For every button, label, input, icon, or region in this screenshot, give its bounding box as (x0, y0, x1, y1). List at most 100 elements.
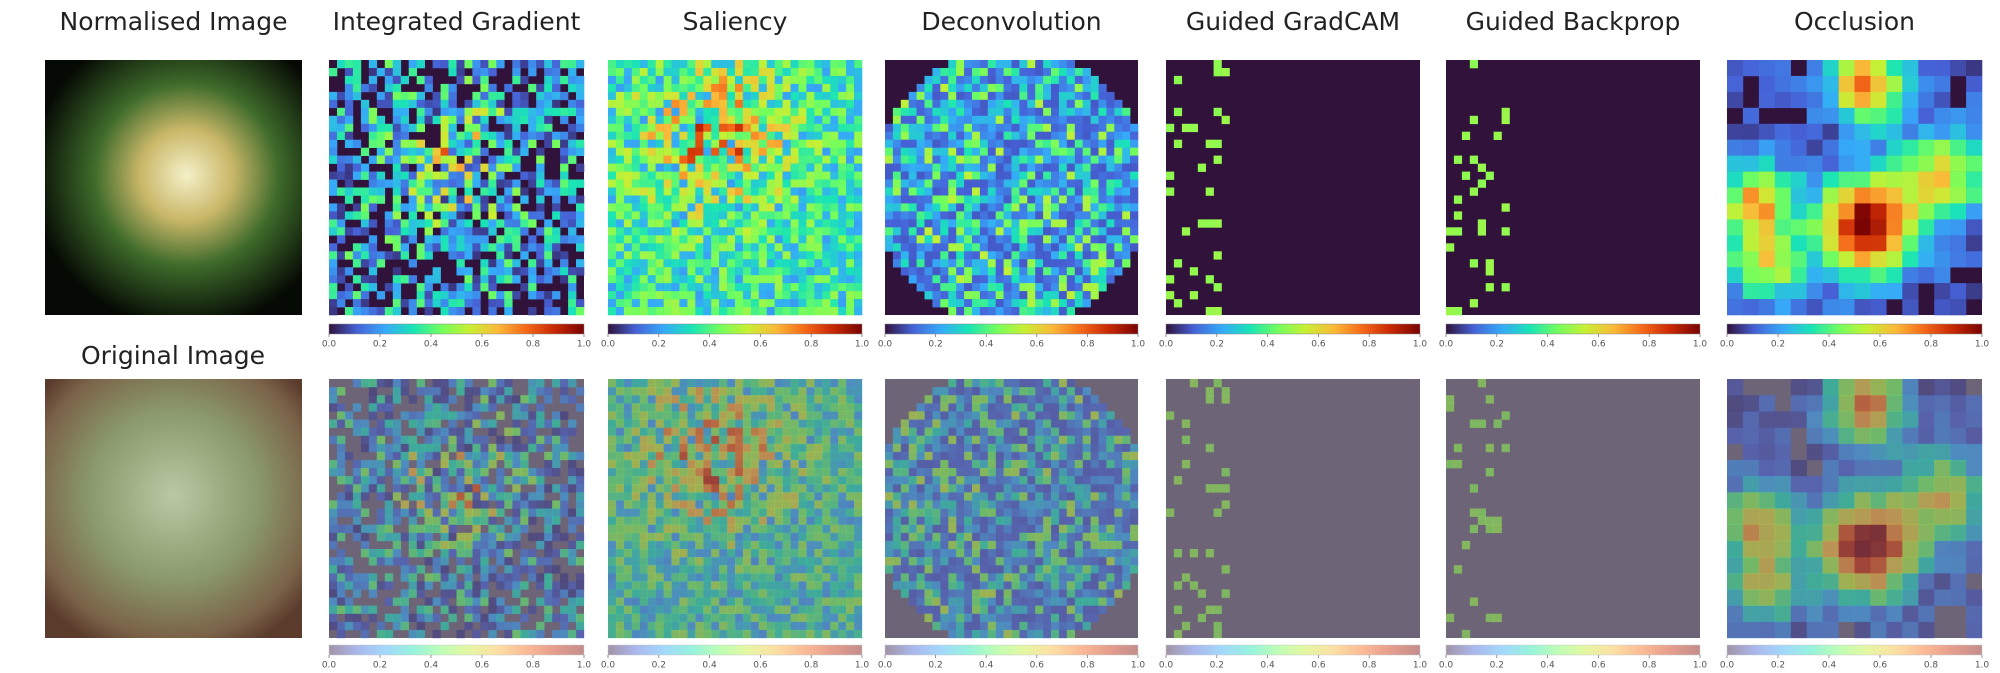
heatmap-cell (456, 629, 465, 639)
heatmap-cell (758, 411, 767, 420)
heatmap-cell (892, 524, 902, 534)
heatmap-cell (608, 99, 617, 109)
heatmap-cell (456, 435, 465, 445)
heatmap-cell (496, 557, 505, 566)
heatmap-cell (671, 557, 680, 566)
heatmap-cell (400, 459, 409, 469)
heatmap-cell (711, 395, 720, 404)
heatmap-cell (1838, 203, 1855, 220)
heatmap-cell (972, 283, 981, 292)
heatmap-cell (1758, 219, 1776, 236)
heatmap-cell (838, 532, 847, 542)
heatmap-cell (790, 75, 799, 85)
heatmap-cell (924, 83, 933, 93)
heatmap-cell (655, 123, 664, 133)
heatmap-cell (703, 500, 712, 509)
heatmap-cell (1918, 155, 1935, 172)
heatmap-cell (1950, 171, 1967, 188)
heatmap-cell (735, 468, 744, 477)
heatmap-cell (679, 484, 688, 493)
heatmap-cell (432, 291, 441, 300)
heatmap-cell (432, 187, 441, 196)
heatmap-cell (735, 403, 744, 412)
heatmap-cell (727, 629, 736, 639)
heatmap-cell (528, 557, 537, 566)
heatmap-cell (711, 139, 720, 148)
heatmap-cell (655, 211, 664, 220)
heatmap-cell (329, 243, 338, 252)
heatmap-cell (456, 60, 465, 69)
heatmap-cell (908, 163, 917, 172)
heatmap-cell (703, 107, 712, 117)
heatmap-cell (742, 68, 752, 77)
heatmap-cell (679, 155, 688, 164)
heatmap-cell (1918, 203, 1935, 220)
heatmap-cell (671, 227, 680, 236)
heatmap-cell (544, 468, 553, 477)
heatmap-cell (806, 91, 815, 101)
heatmap-cell (368, 411, 378, 420)
heatmap-cell (679, 419, 688, 428)
heatmap-cell (1011, 139, 1020, 148)
heatmap-cell (703, 211, 712, 220)
heatmap-cell (1090, 123, 1099, 133)
heatmap-cell (432, 171, 441, 180)
heatmap-cell (456, 291, 465, 300)
heatmap-cell (774, 395, 783, 404)
heatmap-cell (798, 131, 807, 140)
heatmap-cell (1035, 75, 1044, 85)
heatmap-cell (750, 163, 760, 172)
heatmap-cell (727, 187, 736, 196)
heatmap-cell (360, 107, 370, 117)
heatmap-cell (940, 275, 949, 284)
heatmap-cell (329, 403, 338, 412)
heatmap-cell (647, 211, 656, 220)
heatmap-cell (400, 621, 409, 631)
heatmap-cell (1074, 131, 1083, 140)
heatmap-cell (448, 540, 457, 550)
heatmap-cell (766, 203, 775, 212)
heatmap-cell (995, 291, 1004, 300)
heatmap-cell (631, 131, 640, 140)
heatmap-cell (536, 155, 545, 164)
heatmap-cell (766, 395, 775, 404)
heatmap-cell (1122, 219, 1131, 228)
heatmap-cell (440, 60, 449, 69)
heatmap-cell (1019, 307, 1028, 316)
heatmap-cell (464, 435, 473, 445)
heatmap-cell (687, 459, 696, 469)
heatmap-cell (727, 581, 736, 590)
heatmap-cell (838, 427, 847, 436)
heatmap-cell (1082, 83, 1091, 93)
heatmap-cell (424, 492, 433, 501)
heatmap-cell (846, 565, 855, 574)
heatmap-cell (979, 91, 989, 101)
heatmap-cell (480, 68, 489, 77)
heatmap-cell (727, 115, 736, 125)
heatmap-cell (384, 468, 394, 477)
heatmap (329, 60, 585, 316)
heatmap-cell (568, 83, 577, 93)
heatmap-cell (782, 621, 791, 631)
heatmap-cell (1106, 275, 1115, 284)
heatmap-cell (1902, 187, 1919, 204)
heatmap-cell (376, 581, 386, 590)
heatmap-cell (892, 227, 902, 236)
heatmap-cell (1918, 187, 1935, 204)
heatmap-cell (932, 187, 941, 196)
heatmap-cell (568, 179, 577, 188)
heatmap-cell (711, 75, 720, 85)
heatmap-cell (1027, 99, 1036, 109)
heatmap-cell (488, 597, 497, 606)
heatmap-cell (663, 597, 672, 606)
heatmap-cell (908, 532, 917, 542)
heatmap-cell (671, 411, 680, 420)
heatmap-cell (1106, 187, 1115, 196)
heatmap-cell (774, 435, 783, 445)
heatmap-cell (400, 275, 409, 284)
heatmap-cell (1090, 283, 1099, 292)
heatmap-cell (782, 435, 791, 445)
heatmap-cell (504, 379, 513, 388)
heatmap-cell (940, 299, 949, 308)
heatmap-cell (948, 219, 957, 228)
